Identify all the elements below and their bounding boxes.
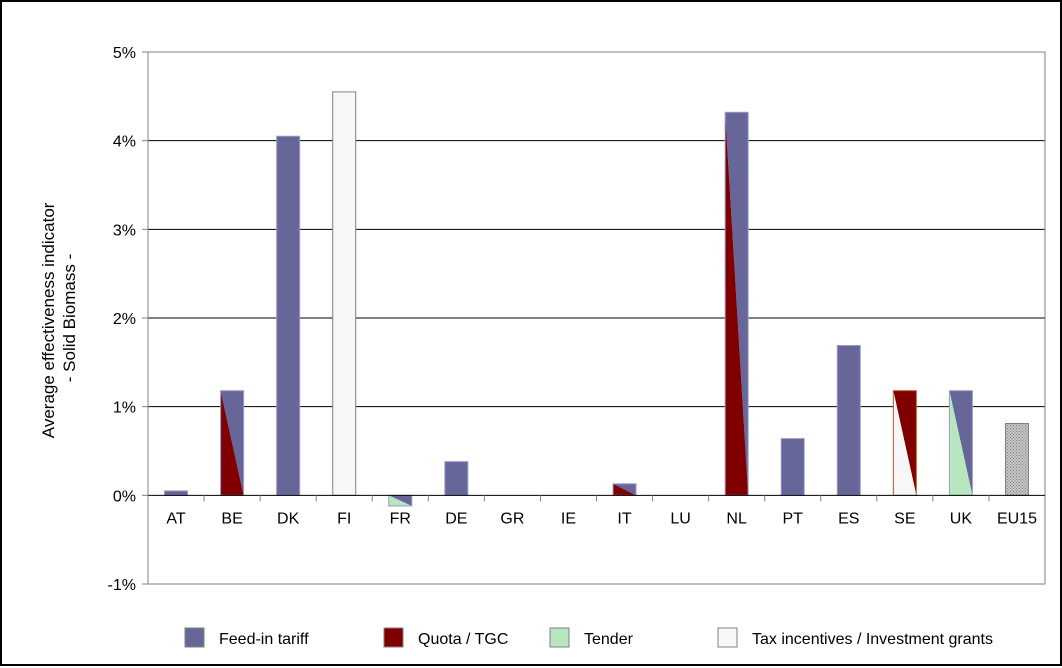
y-tick-label: 0% bbox=[113, 488, 136, 505]
bar-nl bbox=[724, 111, 749, 496]
bar-eu15 bbox=[1004, 423, 1029, 496]
category-label-at: AT bbox=[166, 510, 185, 527]
bar-segment-eu-average bbox=[1004, 423, 1029, 496]
y-tick-label: 4% bbox=[113, 134, 136, 151]
bar-dk bbox=[276, 135, 301, 496]
bar-segment-feed-in-tariff bbox=[276, 135, 301, 496]
category-label-se: SE bbox=[894, 510, 915, 527]
legend-label-tax-incentives: Tax incentives / Investment grants bbox=[752, 631, 993, 648]
category-label-lu: LU bbox=[670, 510, 690, 527]
legend-swatch-feed-in-tariff bbox=[184, 627, 205, 648]
bar-segment-feed-in-tariff bbox=[836, 344, 861, 496]
y-tick-label: 1% bbox=[113, 400, 136, 417]
category-label-it: IT bbox=[617, 510, 631, 527]
bar-es bbox=[836, 344, 861, 496]
bar-segment-feed-in-tariff bbox=[444, 461, 469, 496]
bar-de bbox=[444, 461, 469, 496]
bar-segment-tax-incentives-investment-grants bbox=[893, 390, 917, 496]
bar-segment-feed-in-tariff bbox=[220, 390, 244, 496]
bar-uk bbox=[948, 390, 973, 496]
y-axis-label-line-1: Average effectiveness indicator bbox=[39, 202, 58, 438]
bar-fi bbox=[332, 91, 357, 496]
category-label-nl: NL bbox=[726, 510, 747, 527]
y-axis-label: Average effectiveness indicator - Solid … bbox=[39, 198, 79, 438]
bar-segment-feed-in-tariff bbox=[164, 490, 189, 496]
y-tick-label: 2% bbox=[113, 311, 136, 328]
bar-segment-tax-incentives-investment-grants bbox=[332, 91, 357, 496]
bar-segment-tender bbox=[949, 390, 973, 496]
legend-label-quota-tgc: Quota / TGC bbox=[418, 631, 508, 648]
category-label-de: DE bbox=[445, 510, 467, 527]
category-label-eu15: EU15 bbox=[997, 510, 1037, 527]
category-label-be: BE bbox=[221, 510, 242, 527]
bar-segment-feed-in-tariff bbox=[949, 390, 973, 496]
category-label-gr: GR bbox=[500, 510, 524, 527]
bar-be bbox=[220, 390, 245, 496]
bars bbox=[164, 91, 1029, 507]
legend-label-feed-in-tariff: Feed-in tariff bbox=[219, 631, 309, 648]
legend-label-tender: Tender bbox=[584, 631, 634, 648]
y-axis-ticks: 5% 4% 3% 2% 1% 0% -1% bbox=[108, 45, 148, 594]
category-label-dk: DK bbox=[277, 510, 300, 527]
bar-it bbox=[612, 483, 637, 496]
bar-segment-feed-in-tariff bbox=[388, 495, 412, 506]
category-label-es: ES bbox=[838, 510, 859, 527]
category-label-uk: UK bbox=[950, 510, 973, 527]
legend-swatch-tender bbox=[549, 627, 570, 648]
bar-segment-quota-tgc bbox=[893, 390, 917, 496]
legend: Feed-in tariff Quota / TGC Tender Tax in… bbox=[184, 627, 993, 648]
category-label-pt: PT bbox=[782, 510, 803, 527]
y-axis-label-line-2: - Solid Biomass - bbox=[60, 254, 79, 382]
legend-swatch-tax-incentives bbox=[717, 627, 738, 648]
category-label-fr: FR bbox=[390, 510, 411, 527]
bar-se bbox=[892, 390, 917, 496]
y-tick-label: 5% bbox=[113, 45, 136, 62]
bar-segment-quota-tgc bbox=[220, 390, 244, 496]
category-label-ie: IE bbox=[561, 510, 576, 527]
bar-segment-feed-in-tariff bbox=[780, 438, 805, 496]
category-label-fi: FI bbox=[337, 510, 351, 527]
bar-at bbox=[164, 490, 189, 496]
bar-segment-tender bbox=[388, 495, 412, 506]
bar-fr bbox=[388, 494, 413, 507]
y-tick-label: -1% bbox=[108, 577, 136, 594]
bar-segment-quota-tgc bbox=[725, 112, 749, 496]
y-tick-label: 3% bbox=[113, 222, 136, 239]
category-labels: AT BE DK FI FR DE GR IE IT LU NL PT ES SE UK EU15 bbox=[147, 495, 1037, 527]
bar-segment-quota-tgc bbox=[613, 483, 637, 496]
legend-swatch-quota-tgc bbox=[383, 627, 404, 648]
bar-pt bbox=[780, 438, 805, 496]
